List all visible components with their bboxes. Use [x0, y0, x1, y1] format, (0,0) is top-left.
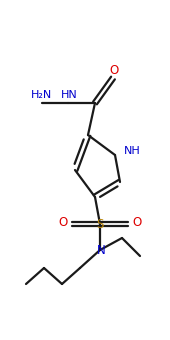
- Text: HN: HN: [61, 90, 77, 100]
- Text: O: O: [58, 217, 68, 230]
- Text: S: S: [96, 218, 104, 231]
- Text: O: O: [109, 64, 119, 76]
- Text: H₂N: H₂N: [30, 90, 52, 100]
- Text: N: N: [97, 244, 105, 257]
- Text: O: O: [132, 217, 142, 230]
- Text: NH: NH: [124, 146, 141, 156]
